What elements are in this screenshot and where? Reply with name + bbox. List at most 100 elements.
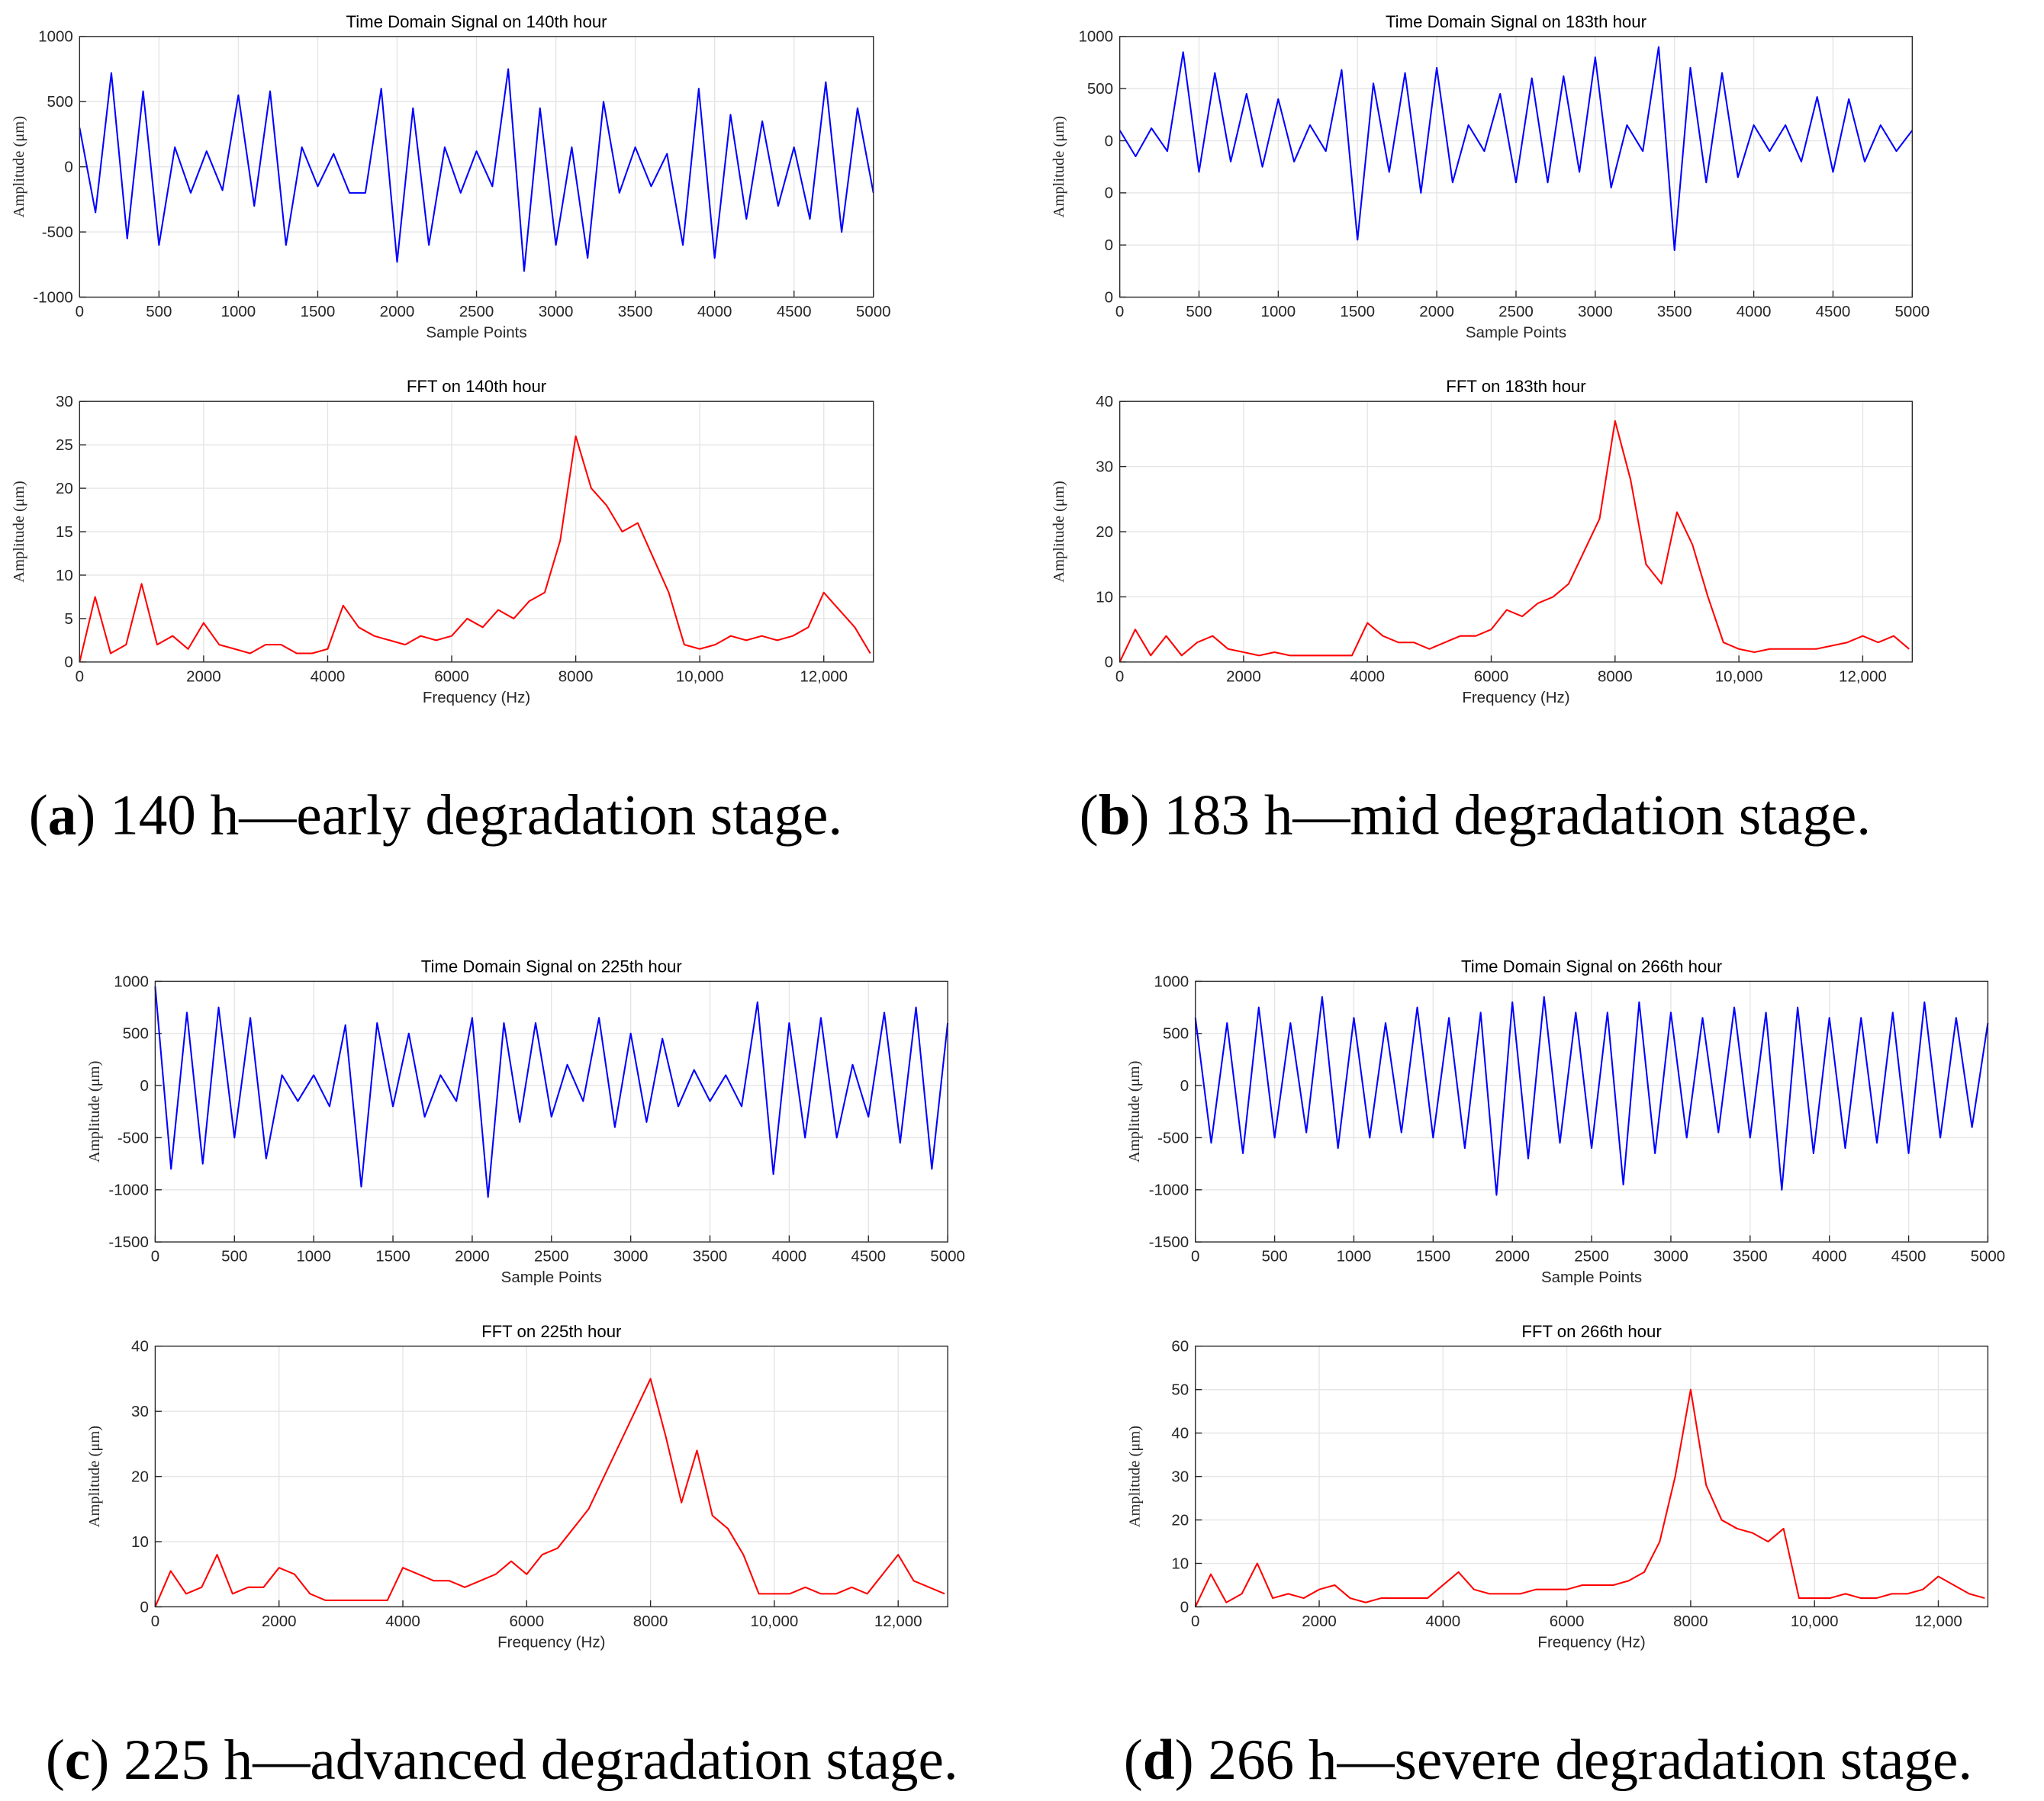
x-tick-label: 5000 <box>856 303 891 320</box>
y-tick-label: 30 <box>131 1403 149 1420</box>
x-tick-label: 2000 <box>455 1248 490 1266</box>
y-tick-label: 10 <box>1096 588 1113 606</box>
caption: (a) 140 h—early degradation stage. <box>29 783 842 847</box>
x-tick-label: 5000 <box>1971 1248 2006 1266</box>
y-tick-label: 25 <box>56 436 73 454</box>
x-tick-label: 4500 <box>777 303 812 320</box>
y-tick-label: 0 <box>64 159 72 176</box>
caption-open: ( <box>1124 1729 1143 1792</box>
x-tick-label: 10,000 <box>676 667 724 685</box>
y-tick-label: 20 <box>1171 1511 1189 1529</box>
y-tick-label: -500 <box>1157 1129 1189 1147</box>
y-axis-label: Amplitude (μm) <box>11 481 27 582</box>
signal-line <box>154 1378 945 1607</box>
x-tick-label: 10,000 <box>1791 1613 1839 1630</box>
x-tick-label: 8000 <box>633 1613 668 1630</box>
y-tick-label: 0 <box>1105 132 1113 150</box>
x-tick-label: 4500 <box>1891 1248 1927 1266</box>
y-tick-label: 500 <box>123 1025 149 1043</box>
x-tick-label: 2500 <box>1574 1248 1609 1266</box>
x-tick-label: 4000 <box>1350 667 1385 685</box>
caption-letter: c <box>65 1729 90 1792</box>
x-tick-label: 2500 <box>534 1248 569 1266</box>
y-axis-label: Amplitude (μm) <box>86 1426 103 1527</box>
x-axis-label: Frequency (Hz) <box>423 689 530 706</box>
caption-text: ) 183 h—mid degradation stage. <box>1131 783 1872 847</box>
x-tick-label: 0 <box>1115 667 1124 685</box>
y-tick-label: 0 <box>1180 1077 1189 1095</box>
plot-frame <box>1195 1346 1989 1608</box>
y-tick-label: 40 <box>1096 393 1113 410</box>
x-tick-label: 8000 <box>558 667 594 685</box>
y-tick-label: 60 <box>1171 1338 1189 1356</box>
x-tick-label: 4000 <box>697 303 732 320</box>
x-tick-label: 1000 <box>221 303 256 320</box>
x-axis-label: Sample Points <box>1466 323 1566 341</box>
y-tick-label: 5 <box>64 610 72 628</box>
x-tick-label: 500 <box>1261 1248 1287 1266</box>
caption-open: ( <box>29 783 48 847</box>
y-axis-label: Amplitude (μm) <box>1051 481 1067 582</box>
y-tick-label: 30 <box>1171 1468 1189 1485</box>
plot-frame <box>79 400 874 663</box>
y-tick-label: 15 <box>56 523 73 541</box>
signal-line <box>1194 1388 1985 1607</box>
y-tick-label: 500 <box>1163 1025 1189 1043</box>
y-tick-label: 0 <box>140 1077 148 1095</box>
y-axis-label: Amplitude (μm) <box>1126 1426 1143 1527</box>
x-tick-label: 0 <box>1115 303 1124 320</box>
y-tick-label: 500 <box>1087 80 1113 98</box>
x-axis-label: Sample Points <box>501 1269 602 1286</box>
x-tick-label: 1500 <box>375 1248 410 1266</box>
y-tick-label: -1500 <box>1149 1233 1189 1251</box>
y-tick-label: 20 <box>1096 523 1113 541</box>
y-axis-label: Amplitude (μm) <box>86 1061 103 1163</box>
y-tick-label: 0 <box>64 654 72 671</box>
caption-text: ) 225 h—advanced degradation stage. <box>90 1729 958 1792</box>
x-tick-label: 3500 <box>618 303 653 320</box>
x-axis-label: Frequency (Hz) <box>497 1633 605 1651</box>
plot-frame <box>1119 400 1914 663</box>
y-tick-label: 10 <box>1171 1555 1189 1572</box>
signal-line <box>1119 420 1910 663</box>
plot-frame <box>154 1346 948 1608</box>
x-tick-label: 6000 <box>510 1613 545 1630</box>
chart-title: Time Domain Signal on 140th hour <box>346 12 608 31</box>
y-tick-label: 30 <box>56 393 73 410</box>
y-axis-label: Amplitude (μm) <box>11 116 27 217</box>
x-tick-label: 4500 <box>851 1248 886 1266</box>
x-tick-label: 10,000 <box>1715 667 1763 685</box>
x-axis-label: Frequency (Hz) <box>1537 1633 1645 1651</box>
chart-title: FFT on 140th hour <box>407 377 547 396</box>
signal-line <box>1194 995 1989 1196</box>
y-tick-label: 10 <box>131 1533 149 1551</box>
y-tick-label: 0 <box>1180 1598 1189 1616</box>
plot-frame <box>1195 980 1989 1243</box>
x-tick-label: 3000 <box>539 303 574 320</box>
x-tick-label: 0 <box>76 667 84 685</box>
y-tick-label: 0 <box>1105 185 1113 202</box>
x-tick-label: 0 <box>151 1613 159 1630</box>
x-tick-label: 4000 <box>772 1248 807 1266</box>
x-axis-label: Sample Points <box>426 323 526 341</box>
x-tick-label: 12,000 <box>874 1613 922 1630</box>
x-axis-label: Frequency (Hz) <box>1462 689 1569 706</box>
x-tick-label: 3500 <box>1733 1248 1768 1266</box>
y-tick-label: -1000 <box>1149 1182 1189 1199</box>
y-tick-label: 0 <box>1105 288 1113 306</box>
y-tick-label: 0 <box>1105 236 1113 254</box>
caption-open: ( <box>46 1729 65 1792</box>
x-tick-label: 500 <box>221 1248 247 1266</box>
x-tick-label: 1500 <box>301 303 336 320</box>
x-tick-label: 500 <box>1186 303 1212 320</box>
x-tick-label: 12,000 <box>800 667 848 685</box>
x-tick-label: 12,000 <box>1914 1613 1962 1630</box>
x-tick-label: 1000 <box>1261 303 1296 320</box>
plot-frame <box>1119 36 1914 298</box>
chart-title: FFT on 266th hour <box>1521 1322 1662 1341</box>
x-tick-label: 8000 <box>1598 667 1633 685</box>
x-tick-label: 0 <box>1191 1248 1199 1266</box>
x-tick-label: 0 <box>1191 1613 1199 1630</box>
caption: (d) 266 h—severe degradation stage. <box>1124 1729 1972 1792</box>
x-tick-label: 8000 <box>1673 1613 1708 1630</box>
